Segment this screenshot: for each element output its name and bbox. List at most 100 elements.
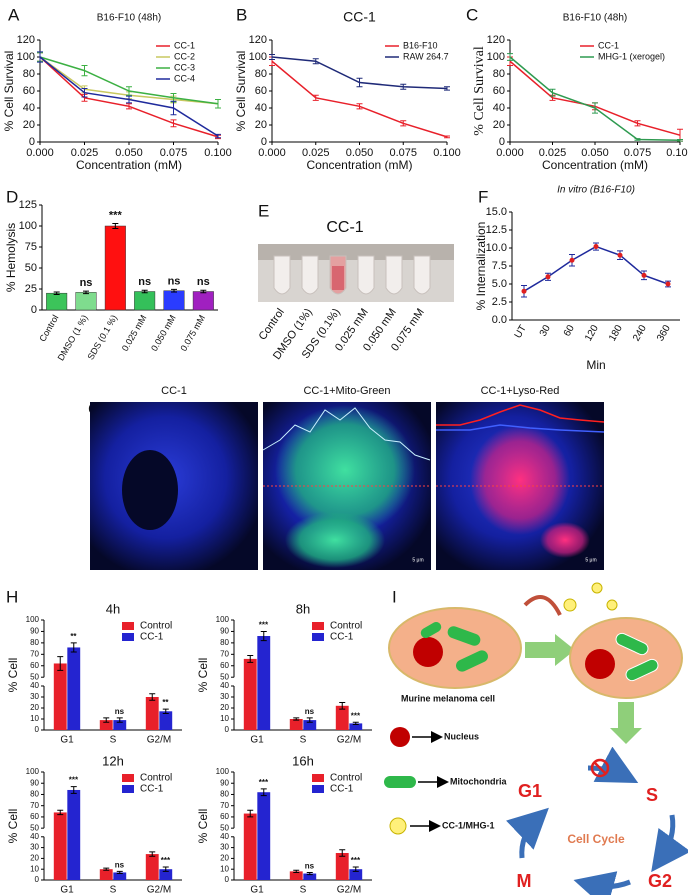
chart-title: 4h <box>106 601 120 616</box>
significance: *** <box>69 776 79 785</box>
x-tick-label: G2/M <box>337 735 361 746</box>
error-bar <box>170 119 177 128</box>
red-signal <box>470 425 570 535</box>
y-tick-label: 70 <box>220 649 229 658</box>
error-bar <box>53 291 60 295</box>
significance: *** <box>109 209 123 221</box>
profile-line <box>436 424 605 433</box>
line <box>523 245 669 292</box>
y-tick-label: 7.5 <box>492 260 507 272</box>
x-tick-label: 0.025 <box>539 147 567 159</box>
tube-content <box>332 266 344 290</box>
error-bar <box>57 656 64 671</box>
y-tick-label: 30 <box>30 692 39 701</box>
y-tick-label: 120 <box>249 34 267 46</box>
x-tick-label: 0.100 <box>204 147 232 159</box>
y-tick-label: 40 <box>30 681 39 690</box>
y-tick-label: 40 <box>255 102 267 114</box>
error-bar <box>116 870 123 875</box>
image-title: CC-1+Mito-Green <box>303 385 390 397</box>
phase: G1 <box>518 781 542 801</box>
y-tick-label: 120 <box>487 34 505 46</box>
red-signal <box>540 522 590 558</box>
y-tick-label: 90 <box>220 627 229 636</box>
y-tick-label: 80 <box>30 638 39 647</box>
y-tick-label: 5.0 <box>492 278 507 290</box>
y-axis-label: % Cell <box>6 658 20 693</box>
y-axis-label: % Internalization <box>474 222 488 311</box>
error-bar <box>126 95 132 104</box>
bar <box>289 719 303 730</box>
chart-title: B16-F10 (48h) <box>563 13 627 24</box>
significance: ns <box>197 276 210 288</box>
error-bar <box>126 103 132 110</box>
legend-swatch <box>312 774 324 782</box>
photo-label: Control <box>257 307 287 343</box>
x-tick-label: 0.075 <box>389 147 417 159</box>
tube <box>357 255 375 295</box>
legend-label: CC-1 <box>330 632 354 643</box>
bar <box>99 720 113 730</box>
y-tick-label: 80 <box>220 638 229 647</box>
chart-title: B16-F10 (48h) <box>97 13 161 24</box>
x-tick-label: 0.075 mM <box>178 313 207 353</box>
y-tick-label: 20 <box>220 854 229 863</box>
y-tick-label: 100 <box>26 615 40 624</box>
panel-label: E <box>258 201 269 220</box>
error-bar <box>149 851 156 857</box>
x-tick-label: 0.100 <box>666 147 688 159</box>
y-tick-label: 90 <box>220 778 229 787</box>
y-tick-label: 60 <box>30 661 39 670</box>
x-tick-label: G1 <box>60 885 74 895</box>
bar <box>113 872 127 880</box>
error-bar <box>400 83 407 90</box>
error-bar <box>356 103 363 110</box>
error-bar <box>312 58 319 65</box>
x-tick-label: S <box>110 735 117 746</box>
x-tick-label: 120 <box>583 323 601 343</box>
legend-label: MHG-1 (xerogel) <box>598 51 665 61</box>
x-tick-label: 0.025 <box>302 147 330 159</box>
y-tick-label: 20 <box>30 854 39 863</box>
legend-label: CC-3 <box>174 62 195 72</box>
photo-title: CC-1 <box>326 219 363 236</box>
x-tick-label: G2/M <box>147 735 171 746</box>
bar <box>145 854 159 880</box>
error-bar <box>677 138 683 142</box>
error-bar <box>37 51 43 63</box>
error-bar <box>634 138 641 141</box>
y-tick-label: 60 <box>30 812 39 821</box>
legend-label: CC-1 <box>330 784 354 795</box>
compound <box>591 582 603 594</box>
error-bar <box>269 53 275 61</box>
compound <box>606 599 618 611</box>
compound <box>563 598 577 612</box>
error-bar <box>260 630 267 642</box>
x-axis-label: Concentration (mM) <box>306 158 412 172</box>
y-tick-label: 40 <box>220 832 229 841</box>
significance: *** <box>161 856 171 865</box>
y-tick-label: 30 <box>30 843 39 852</box>
y-tick-label: 90 <box>30 627 39 636</box>
tube <box>413 255 431 295</box>
y-axis-label: % Cell Survival <box>472 46 487 136</box>
error-bar <box>81 87 88 98</box>
y-tick-label: 60 <box>220 812 229 821</box>
x-tick-label: S <box>300 735 307 746</box>
y-tick-label: 0 <box>29 136 35 148</box>
error-bar <box>112 222 119 230</box>
error-bar <box>306 871 313 876</box>
x-tick-label: 0.075 <box>160 147 188 159</box>
bar <box>104 225 126 311</box>
cycle-arrow <box>573 871 631 895</box>
y-axis-label: % Cell <box>6 809 20 844</box>
y-tick-label: 20 <box>30 703 39 712</box>
legend-label: Control <box>140 621 172 632</box>
legend-label: Control <box>140 773 172 784</box>
bar <box>349 723 363 730</box>
bar <box>46 292 68 311</box>
error-bar <box>200 289 207 294</box>
y-tick-label: 40 <box>23 102 35 114</box>
error-bar <box>592 102 598 114</box>
significance: *** <box>259 621 269 630</box>
